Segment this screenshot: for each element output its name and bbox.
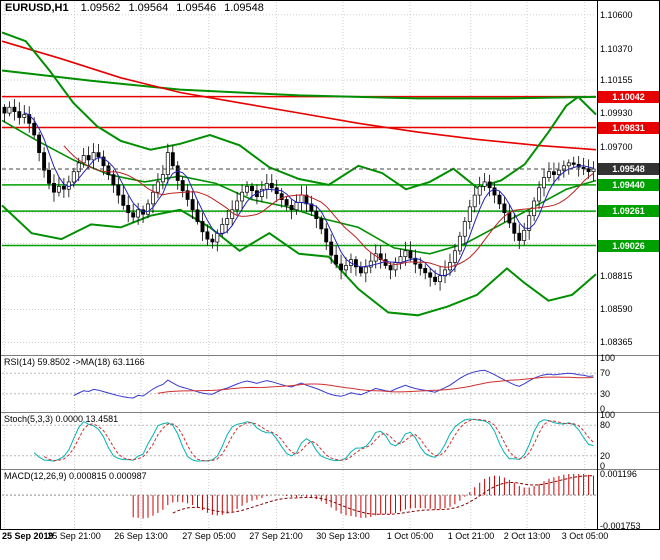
- stoch-axis-label: 20: [600, 451, 611, 461]
- ma-green-flat-line: [1, 69, 597, 100]
- bollinger-upper-band: [1, 31, 597, 191]
- price-axis-label: 1.08815: [600, 271, 633, 281]
- time-axis-label: 25 Sep 2019: [2, 531, 54, 541]
- stoch-indicator-label: Stoch(5,3,3) 0.0000 13.4581: [4, 414, 119, 424]
- ma-red-long-line: [1, 40, 597, 151]
- rsi-axis-label: 100: [600, 353, 616, 363]
- rsi-ma-line: [157, 376, 594, 394]
- price-axis-label: 1.10370: [600, 44, 633, 54]
- stoch-k-line: [33, 418, 594, 462]
- rsi-axis-label: 0: [600, 404, 606, 414]
- stoch-d-line: [43, 418, 594, 462]
- macd-signal-line: [172, 475, 594, 515]
- price-axis-label: 1.09700: [600, 142, 633, 152]
- rsi-axis-label: 30: [600, 389, 611, 399]
- chart-header: EURUSD,H1 1.09562 1.09564 1.09546 1.0954…: [5, 2, 269, 14]
- bollinger-lower-band: [1, 204, 597, 317]
- price-badge-green: 1.09026: [598, 240, 659, 252]
- price-badge-green: 1.09261: [598, 205, 659, 217]
- price-axis-label: 1.08365: [600, 337, 633, 347]
- macd-axis-label: -0.001753: [600, 521, 641, 531]
- price-axis-label: 1.10155: [600, 75, 633, 85]
- time-axis-label: 27 Sep 05:00: [182, 531, 236, 541]
- price-axis-label: 1.09930: [600, 108, 633, 118]
- time-axis-label: 27 Sep 21:00: [249, 531, 303, 541]
- bollinger-middle-band: [1, 119, 597, 255]
- ma-slow-line: [63, 145, 594, 268]
- candlestick-series: [2, 99, 596, 291]
- price-badge-green: 1.09440: [598, 179, 659, 191]
- rsi-indicator-label: RSI(14) 59.8502 ->MA(18) 63.1166: [4, 357, 145, 367]
- rsi-line: [73, 369, 594, 399]
- stoch-axis-label: 0: [600, 461, 606, 471]
- time-axis-label: 1 Oct 05:00: [386, 531, 434, 541]
- quote-close: 1.09548: [224, 2, 264, 14]
- quote-high: 1.09564: [128, 2, 169, 14]
- macd-axis-label: 0.001196: [600, 469, 637, 479]
- macd-histogram: [132, 474, 594, 519]
- price-badge-red: 1.10042: [598, 91, 659, 103]
- quote-open: 1.09562: [80, 2, 121, 14]
- price-badge-red: 1.09831: [598, 122, 659, 134]
- stoch-axis-label: 80: [600, 420, 611, 430]
- price-badge-current: 1.09548: [598, 163, 659, 175]
- time-axis-label: 3 Oct 05:00: [561, 531, 609, 541]
- stoch-axis-label: 100: [600, 410, 616, 420]
- price-axis-label: 1.08590: [600, 304, 633, 314]
- symbol-timeframe-label: EURUSD,H1: [5, 2, 69, 14]
- ma-fast-line: [24, 112, 594, 277]
- time-axis-label: 1 Oct 21:00: [447, 531, 495, 541]
- time-axis-label: 26 Sep 13:00: [114, 531, 168, 541]
- time-axis-label: 25 Sep 21:00: [47, 531, 101, 541]
- rsi-axis-label: 70: [600, 368, 611, 378]
- quote-low: 1.09546: [176, 2, 217, 14]
- macd-indicator-label: MACD(12,26,9) 0.000815 0.000987: [4, 471, 147, 481]
- time-axis-label: 2 Oct 13:00: [503, 531, 551, 541]
- price-axis-label: 1.10600: [600, 10, 633, 20]
- time-axis-label: 30 Sep 13:00: [316, 531, 370, 541]
